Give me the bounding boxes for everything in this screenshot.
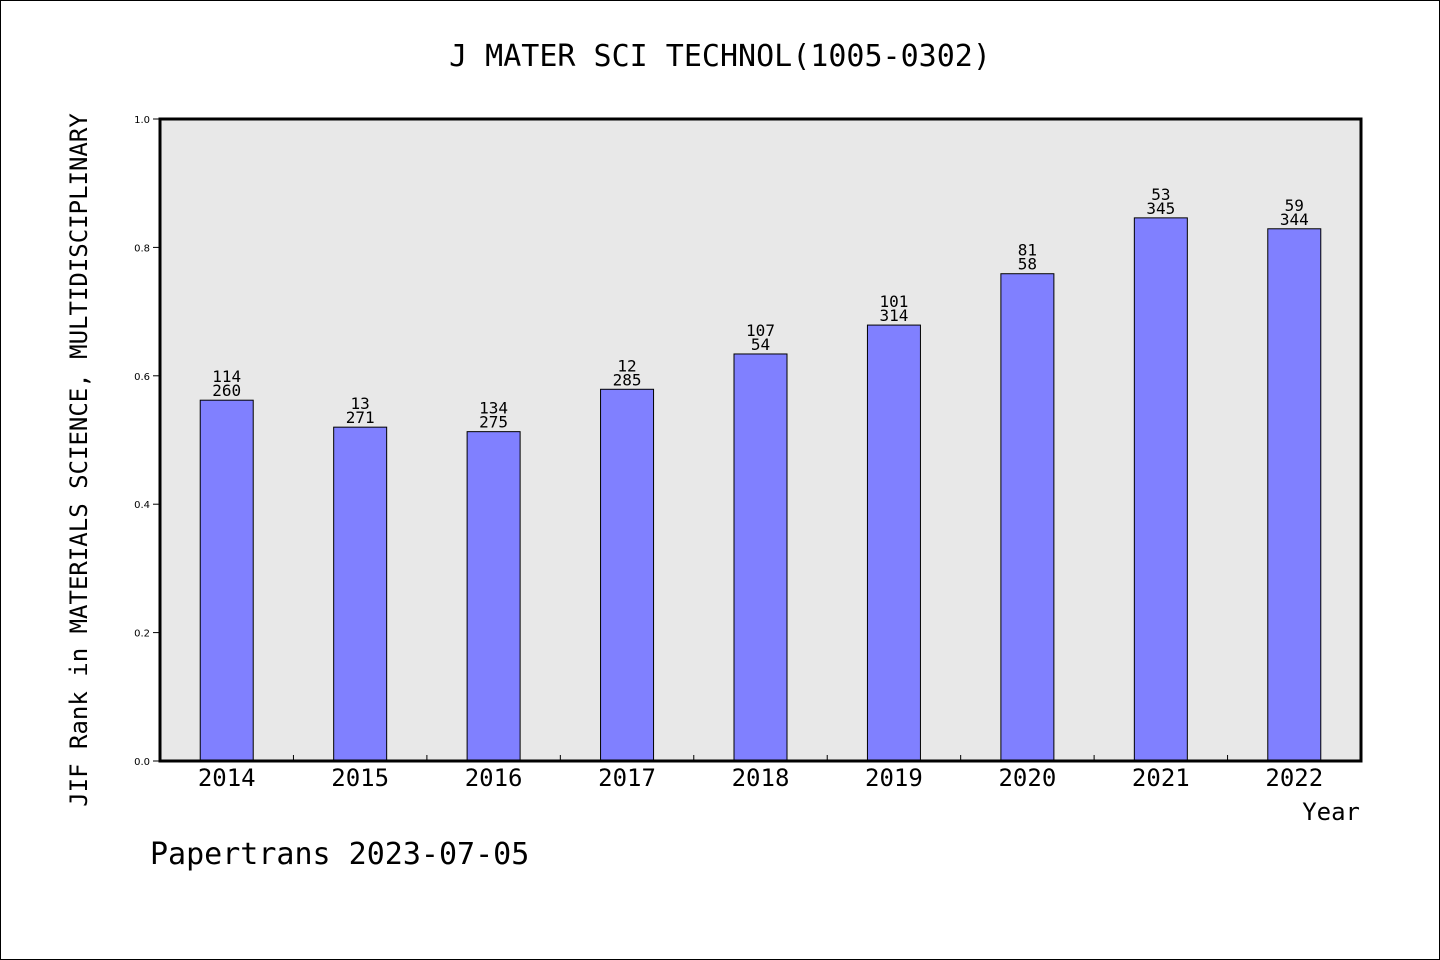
bar-rank-label: 134: [479, 399, 508, 418]
bar-rank-label: 53: [1151, 185, 1170, 204]
x-tick-label: 2014: [198, 764, 256, 792]
bar-2016: [466, 431, 521, 762]
x-tick-label: 2016: [465, 764, 523, 792]
x-tick-label: 2019: [865, 764, 923, 792]
y-tick-label: 0.0: [134, 757, 150, 768]
plot-border: [158, 117, 1363, 763]
bar-2015: [333, 426, 388, 762]
bar-rank-label: 114: [212, 367, 241, 386]
x-tick-label: 2020: [998, 764, 1056, 792]
y-tick-label: 0.8: [134, 243, 150, 254]
x-tick-label: 2021: [1132, 764, 1190, 792]
bar-total-label: 260: [212, 381, 241, 400]
x-axis-label: Year: [1302, 798, 1360, 826]
y-tick-label: 0.2: [134, 629, 150, 640]
y-tick-label: 0.4: [134, 500, 150, 511]
x-tick-label: 2017: [598, 764, 656, 792]
bar-rank-label: 59: [1285, 196, 1304, 215]
bar-rank-label: 13: [351, 394, 370, 413]
footer-credit: Papertrans 2023-07-05: [150, 837, 529, 872]
bar-rank-label: 101: [879, 292, 908, 311]
bar-2022: [1267, 228, 1322, 762]
bar-total-label: 275: [479, 413, 508, 432]
x-tick-label: 2022: [1265, 764, 1323, 792]
bar-2019: [866, 324, 921, 762]
bar-rank-label: 12: [617, 356, 636, 375]
bar-total-label: 54: [751, 335, 770, 354]
bar-total-label: 345: [1146, 199, 1175, 218]
bar-2018: [733, 353, 788, 762]
y-tick-label: 0.6: [134, 372, 150, 383]
bar-total-label: 314: [879, 306, 908, 325]
bar-total-label: 58: [1018, 255, 1037, 274]
bar-rank-label: 107: [746, 321, 775, 340]
x-tick-label: 2018: [732, 764, 790, 792]
x-tick-label: 2015: [331, 764, 389, 792]
bar-rank-label: 81: [1018, 241, 1037, 260]
bar-total-label: 285: [613, 370, 642, 389]
bar-2021: [1133, 217, 1188, 762]
bar-total-label: 344: [1280, 210, 1309, 229]
bar-2020: [1000, 273, 1055, 762]
y-tick-label: 1.0: [134, 115, 150, 126]
bar-2014: [199, 399, 254, 762]
bar-total-label: 271: [346, 408, 375, 427]
y-axis-label: JIF Rank in MATERIALS SCIENCE, MULTIDISC…: [65, 113, 93, 807]
bar-2017: [600, 388, 655, 762]
chart-title: J MATER SCI TECHNOL(1005-0302): [449, 39, 991, 74]
